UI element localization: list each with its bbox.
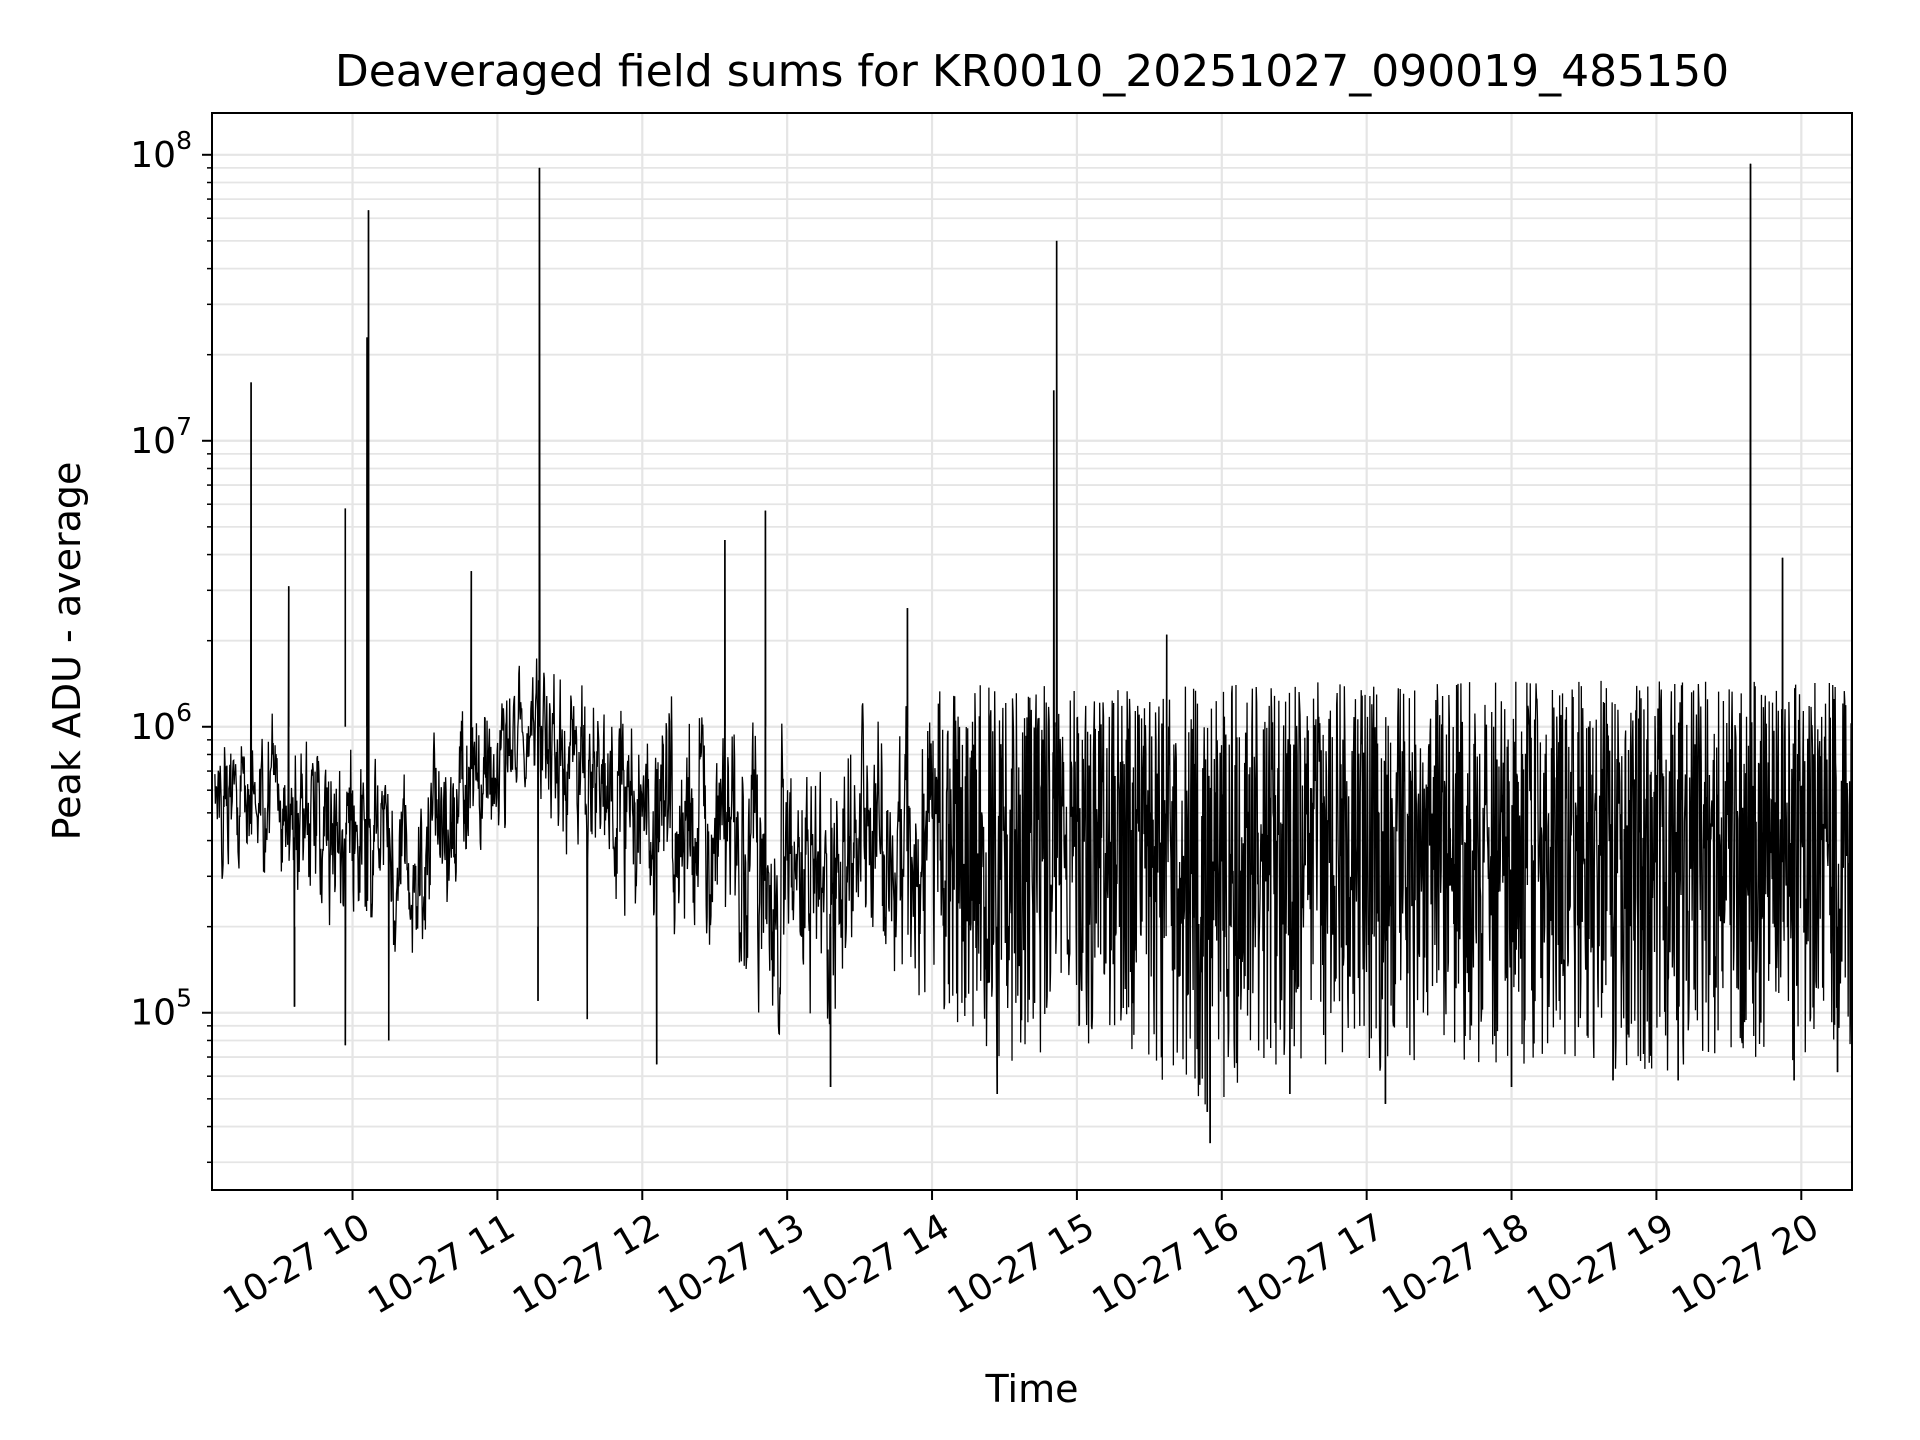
y-tick-label: 105 (130, 984, 192, 1034)
y-tick-base: 10 (130, 993, 176, 1034)
x-axis-label: Time (985, 1367, 1079, 1411)
y-tick-base: 10 (130, 421, 176, 462)
y-tick-exponent: 7 (176, 412, 192, 441)
y-tick-base: 10 (130, 135, 176, 176)
plot-frame (211, 112, 1853, 1191)
y-tick-exponent: 6 (176, 698, 192, 727)
y-tick-label: 107 (130, 412, 192, 462)
data-series (214, 163, 1853, 1144)
series-line (214, 163, 1853, 1144)
y-tick-exponent: 8 (176, 126, 192, 155)
y-tick-base: 10 (130, 707, 176, 748)
chart-title: Deaveraged field sums for KR0010_2025102… (335, 46, 1729, 97)
y-tick-exponent: 5 (176, 984, 192, 1013)
y-tick-label: 108 (130, 126, 192, 176)
y-axis-label: Peak ADU - average (45, 462, 89, 841)
y-tick-label: 106 (130, 698, 192, 748)
